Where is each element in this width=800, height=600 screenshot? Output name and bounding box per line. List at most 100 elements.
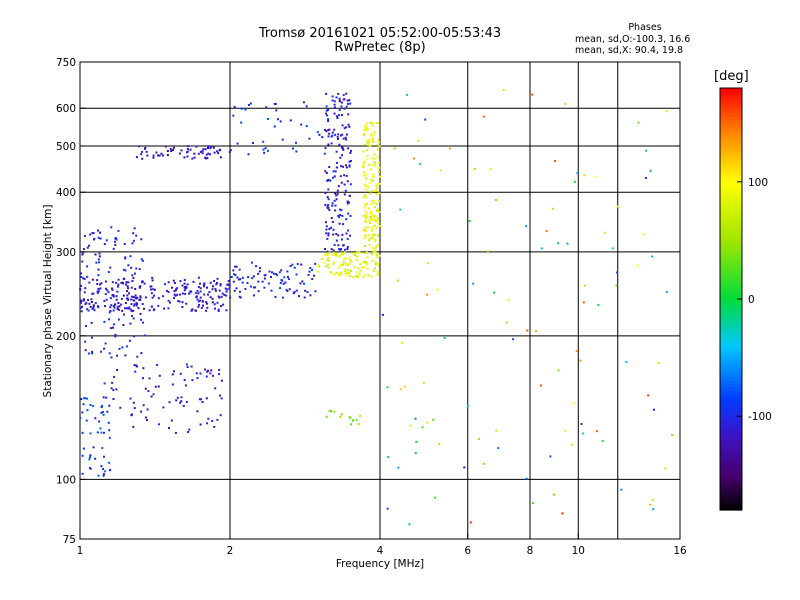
data-point [162,295,165,298]
data-point [193,152,196,155]
data-point [209,372,212,375]
data-point [378,254,381,257]
data-point [133,407,136,410]
data-point [375,122,378,125]
data-point [356,276,359,279]
data-point [173,290,176,293]
data-point [202,304,204,307]
data-point [185,285,187,288]
data-point [130,286,133,289]
data-point [349,152,352,154]
data-point [328,179,331,182]
data-point [80,272,83,275]
data-point [288,288,291,291]
data-point [189,290,192,293]
colorbar-segment [720,355,742,360]
data-point [118,308,121,311]
data-point [109,327,112,330]
data-point [196,377,199,380]
data-point [210,369,213,372]
data-point [120,281,123,284]
data-point [153,294,156,297]
data-point [79,307,82,309]
data-point [179,372,182,375]
data-point [337,274,340,277]
data-point [340,101,343,104]
colorbar-segment [720,175,742,181]
y-tick-label: 100 [56,474,76,486]
data-point [253,286,255,289]
data-point [299,282,302,285]
data-point [183,379,186,382]
data-point [227,283,230,286]
data-point [257,272,260,275]
data-point [170,150,173,152]
data-point [100,431,103,434]
data-point [308,270,311,273]
colorbar-segment [720,506,742,511]
data-point [289,265,292,268]
data-point [374,158,377,160]
data-point [148,309,151,312]
colorbar-segment [720,239,742,244]
data-point [348,160,351,163]
data-point [278,271,281,274]
data-point [131,280,134,282]
data-point [375,209,378,212]
data-point [197,292,200,295]
y-tick-label: 500 [56,141,76,153]
data-point [192,280,195,283]
data-point [135,364,138,367]
data-point [327,118,330,121]
data-point [103,320,106,323]
data-point [344,248,346,251]
data-point [332,176,335,179]
data-point [327,120,330,122]
data-point [337,92,340,95]
data-point [311,268,313,271]
data-point [343,107,346,110]
data-point [139,285,142,288]
data-point [347,269,350,272]
data-point [191,308,194,311]
data-point [219,284,222,287]
y-tick-label: 75 [63,534,76,546]
data-point [327,129,330,132]
data-point [326,206,329,208]
chart-title: Tromsø 20161021 05:52:00-05:53:43 [258,26,502,41]
data-point [117,278,120,281]
data-point [296,263,299,265]
data-point [493,291,496,294]
data-point [223,293,226,296]
data-point [181,292,184,295]
data-point [368,219,371,222]
data-point [182,405,185,407]
data-point [81,252,84,255]
data-point [86,409,89,412]
data-point [219,394,221,397]
colorbar-segment [720,495,742,501]
data-point [363,124,366,127]
data-point [280,279,283,281]
data-point [328,208,331,211]
colorbar-tick-label: -100 [748,411,772,423]
data-point [102,474,105,477]
data-point [335,254,338,257]
data-point [216,301,219,304]
data-point [168,427,170,430]
data-point [350,260,353,263]
data-point [336,161,338,164]
data-point [377,222,380,224]
colorbar-segment [720,492,742,497]
colorbar-segment [720,291,742,297]
data-point [254,286,257,289]
data-point [115,238,118,241]
data-point [114,333,117,336]
data-point [186,145,189,148]
data-point [135,234,138,237]
data-point [372,175,375,178]
data-point [365,215,368,218]
data-point [84,287,87,290]
data-point [340,248,343,250]
data-point [88,281,91,284]
